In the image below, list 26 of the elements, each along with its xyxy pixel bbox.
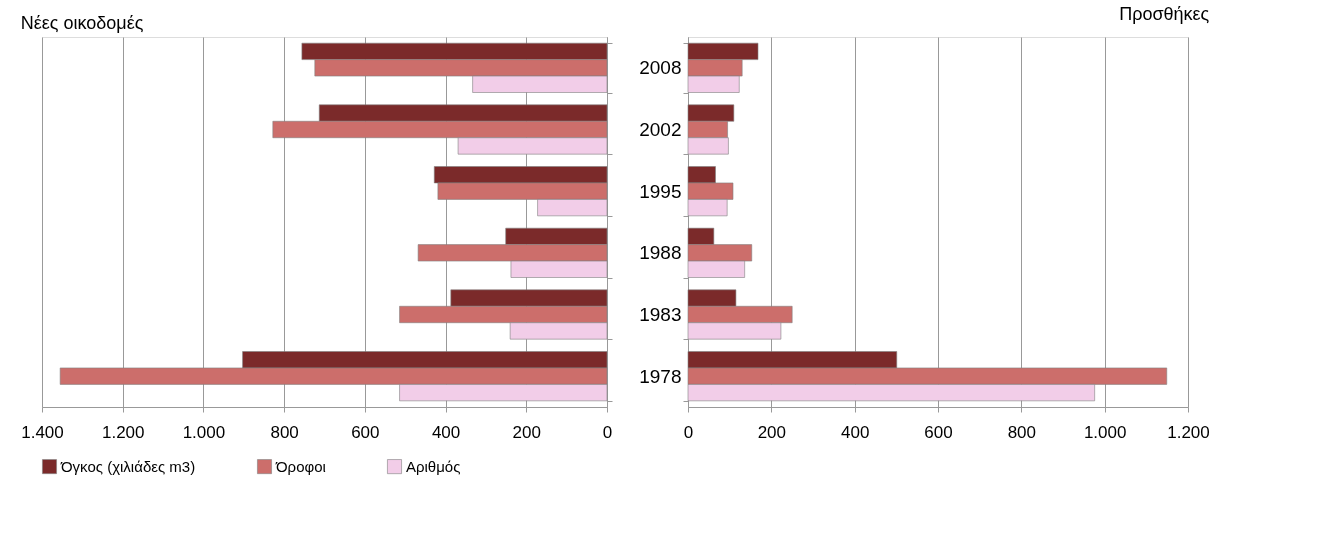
x-tick-label: 600 — [351, 422, 380, 442]
x-tick-label: 200 — [512, 422, 541, 442]
y-tick-label: 2008 — [639, 57, 682, 79]
y-tick-label: 1978 — [639, 365, 682, 387]
x-tick-label: 1.200 — [101, 422, 145, 442]
x-tick-label: 1.200 — [1167, 422, 1210, 442]
x-tick-label: 0 — [683, 422, 694, 442]
x-tick-label: 400 — [431, 422, 461, 442]
chart-title: Νέες οικοδομές — [20, 13, 144, 33]
x-tick-label: 400 — [840, 422, 870, 442]
x-tick-label: 1.000 — [182, 422, 226, 442]
x-tick-label: 0 — [602, 422, 613, 442]
x-tick-label: 800 — [1007, 422, 1037, 442]
x-tick-label: 800 — [270, 422, 299, 442]
legend-label: Αριθμός — [406, 457, 461, 475]
x-tick-label: 1.000 — [1083, 422, 1127, 442]
x-tick-label: 1.400 — [21, 422, 64, 442]
x-tick-label: 600 — [924, 422, 953, 442]
y-tick-label: 1995 — [639, 180, 682, 202]
chart-title: Προσθήκες — [1119, 4, 1210, 24]
x-tick-label: 200 — [757, 422, 787, 442]
y-tick-label: 1988 — [639, 242, 682, 264]
y-tick-label: 1983 — [639, 304, 682, 325]
legend-label: Όροφοι — [275, 457, 326, 475]
legend-label: Όγκος (χιλιάδες m3) — [60, 457, 196, 475]
y-tick-label: 2002 — [639, 119, 682, 140]
